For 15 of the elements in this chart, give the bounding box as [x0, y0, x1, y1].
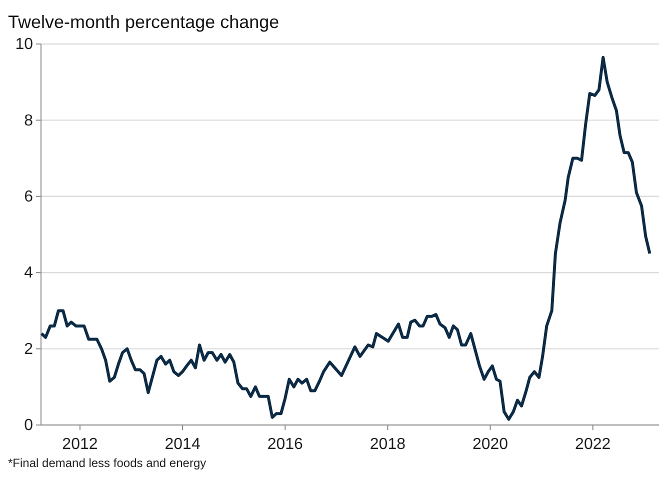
y-tick-label: 0 — [24, 417, 34, 434]
y-tick-label: 10 — [15, 36, 34, 54]
y-tick-label: 2 — [24, 340, 34, 358]
y-tick-label: 8 — [24, 112, 34, 130]
x-tick-label: 2020 — [472, 436, 508, 453]
x-tick-label: 2018 — [370, 436, 406, 453]
line-series — [40, 56, 652, 421]
y-tick-label: 6 — [24, 188, 34, 206]
text: *Final demand less foods and energy — [8, 456, 206, 470]
x-tick-label: 2016 — [267, 436, 304, 453]
x-tick-label: 2014 — [164, 436, 200, 453]
x-tick-label: 2012 — [62, 436, 98, 453]
x-tick-label: 2022 — [575, 436, 611, 453]
y-axis-title: Twelve-month percentage change — [8, 12, 280, 32]
y-tick-label: 4 — [24, 264, 34, 282]
